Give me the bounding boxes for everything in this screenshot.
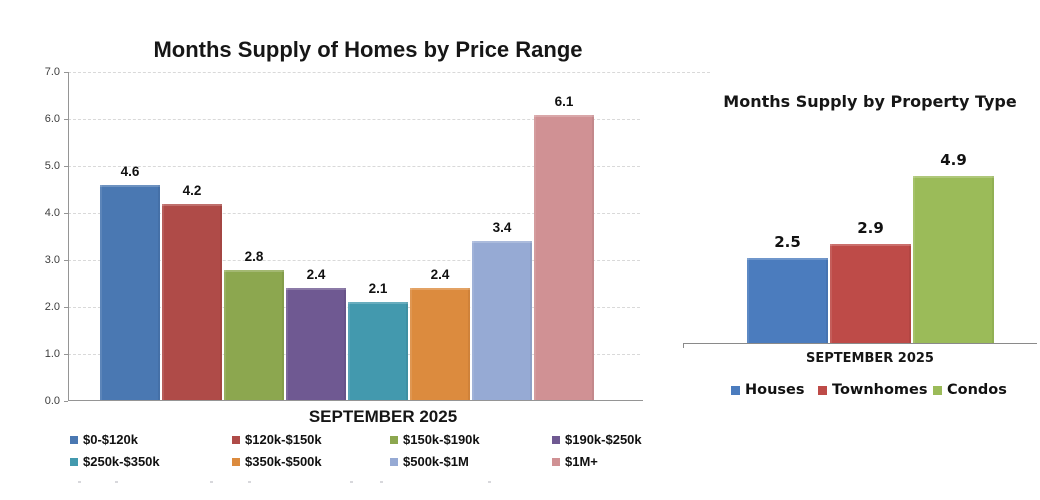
legend-item-Townhomes: Townhomes (818, 382, 928, 398)
legend-marker (390, 457, 398, 466)
legend-item-$500k-$1M: $500k-$1M (390, 454, 469, 469)
legend-label: $250k-$350k (83, 454, 160, 469)
y-tick-label: 6.0 (44, 113, 60, 125)
gridline-6.0 (68, 119, 640, 120)
bar-Houses (747, 258, 828, 344)
bar-value-label: 2.8 (244, 249, 264, 264)
legend-item-$150k-$190k: $150k-$190k (390, 432, 480, 447)
bar-value-label: 2.9 (857, 219, 884, 237)
bar-$150k-$190k (224, 270, 284, 401)
y-tick-label: 3.0 (44, 254, 60, 266)
price-range-x-axis-label: SEPTEMBER 2025 (308, 407, 458, 426)
legend-label: $190k-$250k (565, 432, 642, 447)
bar-value-label: 3.4 (492, 220, 512, 235)
legend-label: Townhomes (832, 382, 928, 398)
legend-label: $500k-$1M (403, 454, 469, 469)
property-type-axis-tick (683, 343, 684, 348)
bar-Condos (913, 176, 994, 344)
legend-label: $120k-$150k (245, 432, 322, 447)
legend-item-$190k-$250k: $190k-$250k (552, 432, 642, 447)
legend-label: $1M+ (565, 454, 598, 469)
bar-value-label: 2.4 (430, 267, 450, 282)
legend-marker (232, 457, 240, 466)
bar-value-label: 2.4 (306, 267, 326, 282)
y-tick-label: 7.0 (44, 66, 60, 78)
y-tick-label: 1.0 (44, 348, 60, 360)
legend-item-Houses: Houses (731, 382, 805, 398)
legend-marker (70, 435, 78, 444)
property-type-x-axis-line (683, 343, 1037, 344)
y-axis-tick (64, 354, 68, 355)
y-tick-label: 5.0 (44, 160, 60, 172)
y-tick-label: 0.0 (44, 395, 60, 407)
gridline-5.0 (68, 166, 640, 167)
price-range-chart-title: Months Supply of Homes by Price Range (153, 37, 583, 62)
y-axis-tick (64, 72, 68, 73)
legend-label: Houses (745, 382, 805, 398)
bar-value-label: 6.1 (554, 94, 574, 109)
bar-$250k-$350k (348, 302, 408, 401)
y-tick-label: 4.0 (44, 207, 60, 219)
y-axis-tick (64, 213, 68, 214)
bar-value-label: 2.5 (774, 233, 801, 251)
bar-$350k-$500k (410, 288, 470, 401)
bar-Townhomes (830, 244, 911, 344)
legend-marker (552, 435, 560, 444)
legend-item-$120k-$150k: $120k-$150k (232, 432, 322, 447)
legend-item-$350k-$500k: $350k-$500k (232, 454, 322, 469)
price-range-y-axis-line (68, 72, 69, 401)
bar-$500k-$1M (472, 241, 532, 401)
bar-value-label: 4.6 (120, 164, 140, 179)
y-axis-tick (64, 260, 68, 261)
bar-$1M+ (534, 115, 594, 401)
legend-marker (70, 457, 78, 466)
legend-label: $0-$120k (83, 432, 138, 447)
legend-label: $150k-$190k (403, 432, 480, 447)
legend-item-$0-$120k: $0-$120k (70, 432, 138, 447)
legend-label: Condos (947, 382, 1007, 398)
legend-marker (818, 385, 827, 395)
property-type-x-axis-label: SEPTEMBER 2025 (806, 351, 934, 366)
y-axis-tick (64, 307, 68, 308)
property-type-chart-title: Months Supply by Property Type (723, 92, 1017, 111)
y-axis-tick (64, 119, 68, 120)
legend-item-$250k-$350k: $250k-$350k (70, 454, 160, 469)
y-axis-tick (64, 166, 68, 167)
gridline-7.0 (68, 72, 710, 73)
legend-marker (232, 435, 240, 444)
legend-marker (390, 435, 398, 444)
bar-$0-$120k (100, 185, 160, 401)
legend-item-$1M+: $1M+ (552, 454, 598, 469)
legend-item-Condos: Condos (933, 382, 1007, 398)
y-tick-label: 2.0 (44, 301, 60, 313)
bar-value-label: 2.1 (368, 281, 388, 296)
legend-label: $350k-$500k (245, 454, 322, 469)
bar-$120k-$150k (162, 204, 222, 401)
gridline-4.0 (68, 213, 640, 214)
bar-value-label: 4.2 (182, 183, 202, 198)
legend-marker (933, 385, 942, 395)
bar-value-label: 4.9 (940, 151, 967, 169)
legend-marker (731, 385, 740, 395)
y-axis-tick (64, 401, 68, 402)
price-range-x-axis-line (68, 400, 643, 401)
legend-marker (552, 457, 560, 466)
bar-$190k-$250k (286, 288, 346, 401)
gridline-3.0 (68, 260, 640, 261)
